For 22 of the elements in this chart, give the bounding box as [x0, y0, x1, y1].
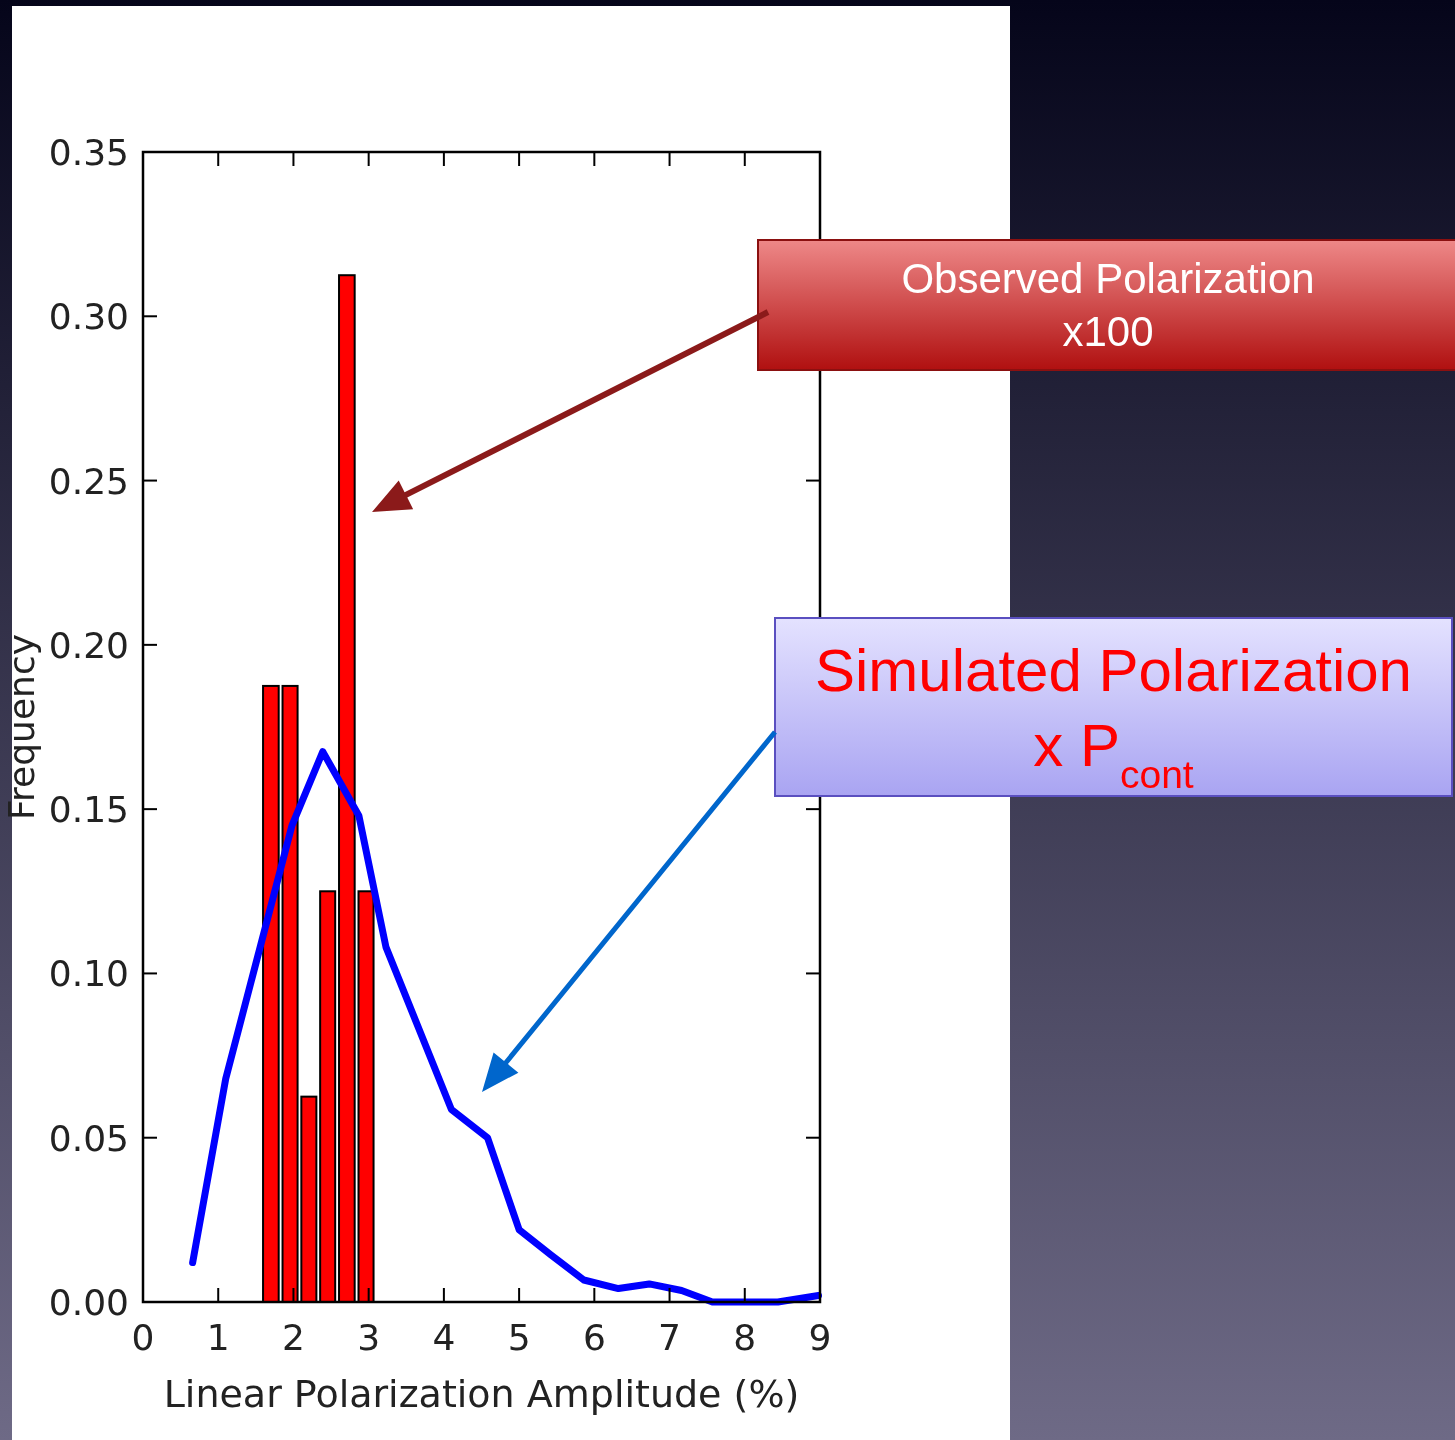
x-tick-label: 3 — [357, 1317, 381, 1358]
y-tick-label: 0.15 — [48, 789, 129, 831]
x-tick-label: 7 — [658, 1317, 682, 1358]
y-tick-label: 0.00 — [48, 1282, 129, 1323]
x-tick-label: 6 — [582, 1317, 606, 1358]
x-tick-label: 4 — [432, 1317, 456, 1358]
y-tick-label: 0.10 — [48, 953, 129, 995]
x-tick-label: 1 — [206, 1317, 230, 1358]
annotation: Simulated Polarization x P$_{cont}$ — [815, 636, 1412, 795]
y-tick-label: 0.25 — [48, 460, 129, 502]
y-axis-title: Frequency — [1, 634, 42, 820]
x-tick-label: 9 — [808, 1317, 832, 1358]
x-tick-label: 8 — [733, 1317, 757, 1358]
text: Observed Polarization x100 — [901, 255, 1315, 355]
x-axis-title: Linear Polarization Amplitude (%) — [163, 1372, 800, 1416]
x-tick-label: 5 — [507, 1317, 531, 1358]
y-tick-label: 0.30 — [48, 296, 129, 338]
x-tick-label: 0 — [131, 1317, 155, 1358]
x-tick-label: 2 — [281, 1317, 305, 1358]
y-tick-label: 0.20 — [48, 624, 129, 666]
y-tick-label: 0.35 — [48, 132, 129, 173]
y-tick-label: 0.05 — [48, 1117, 129, 1159]
